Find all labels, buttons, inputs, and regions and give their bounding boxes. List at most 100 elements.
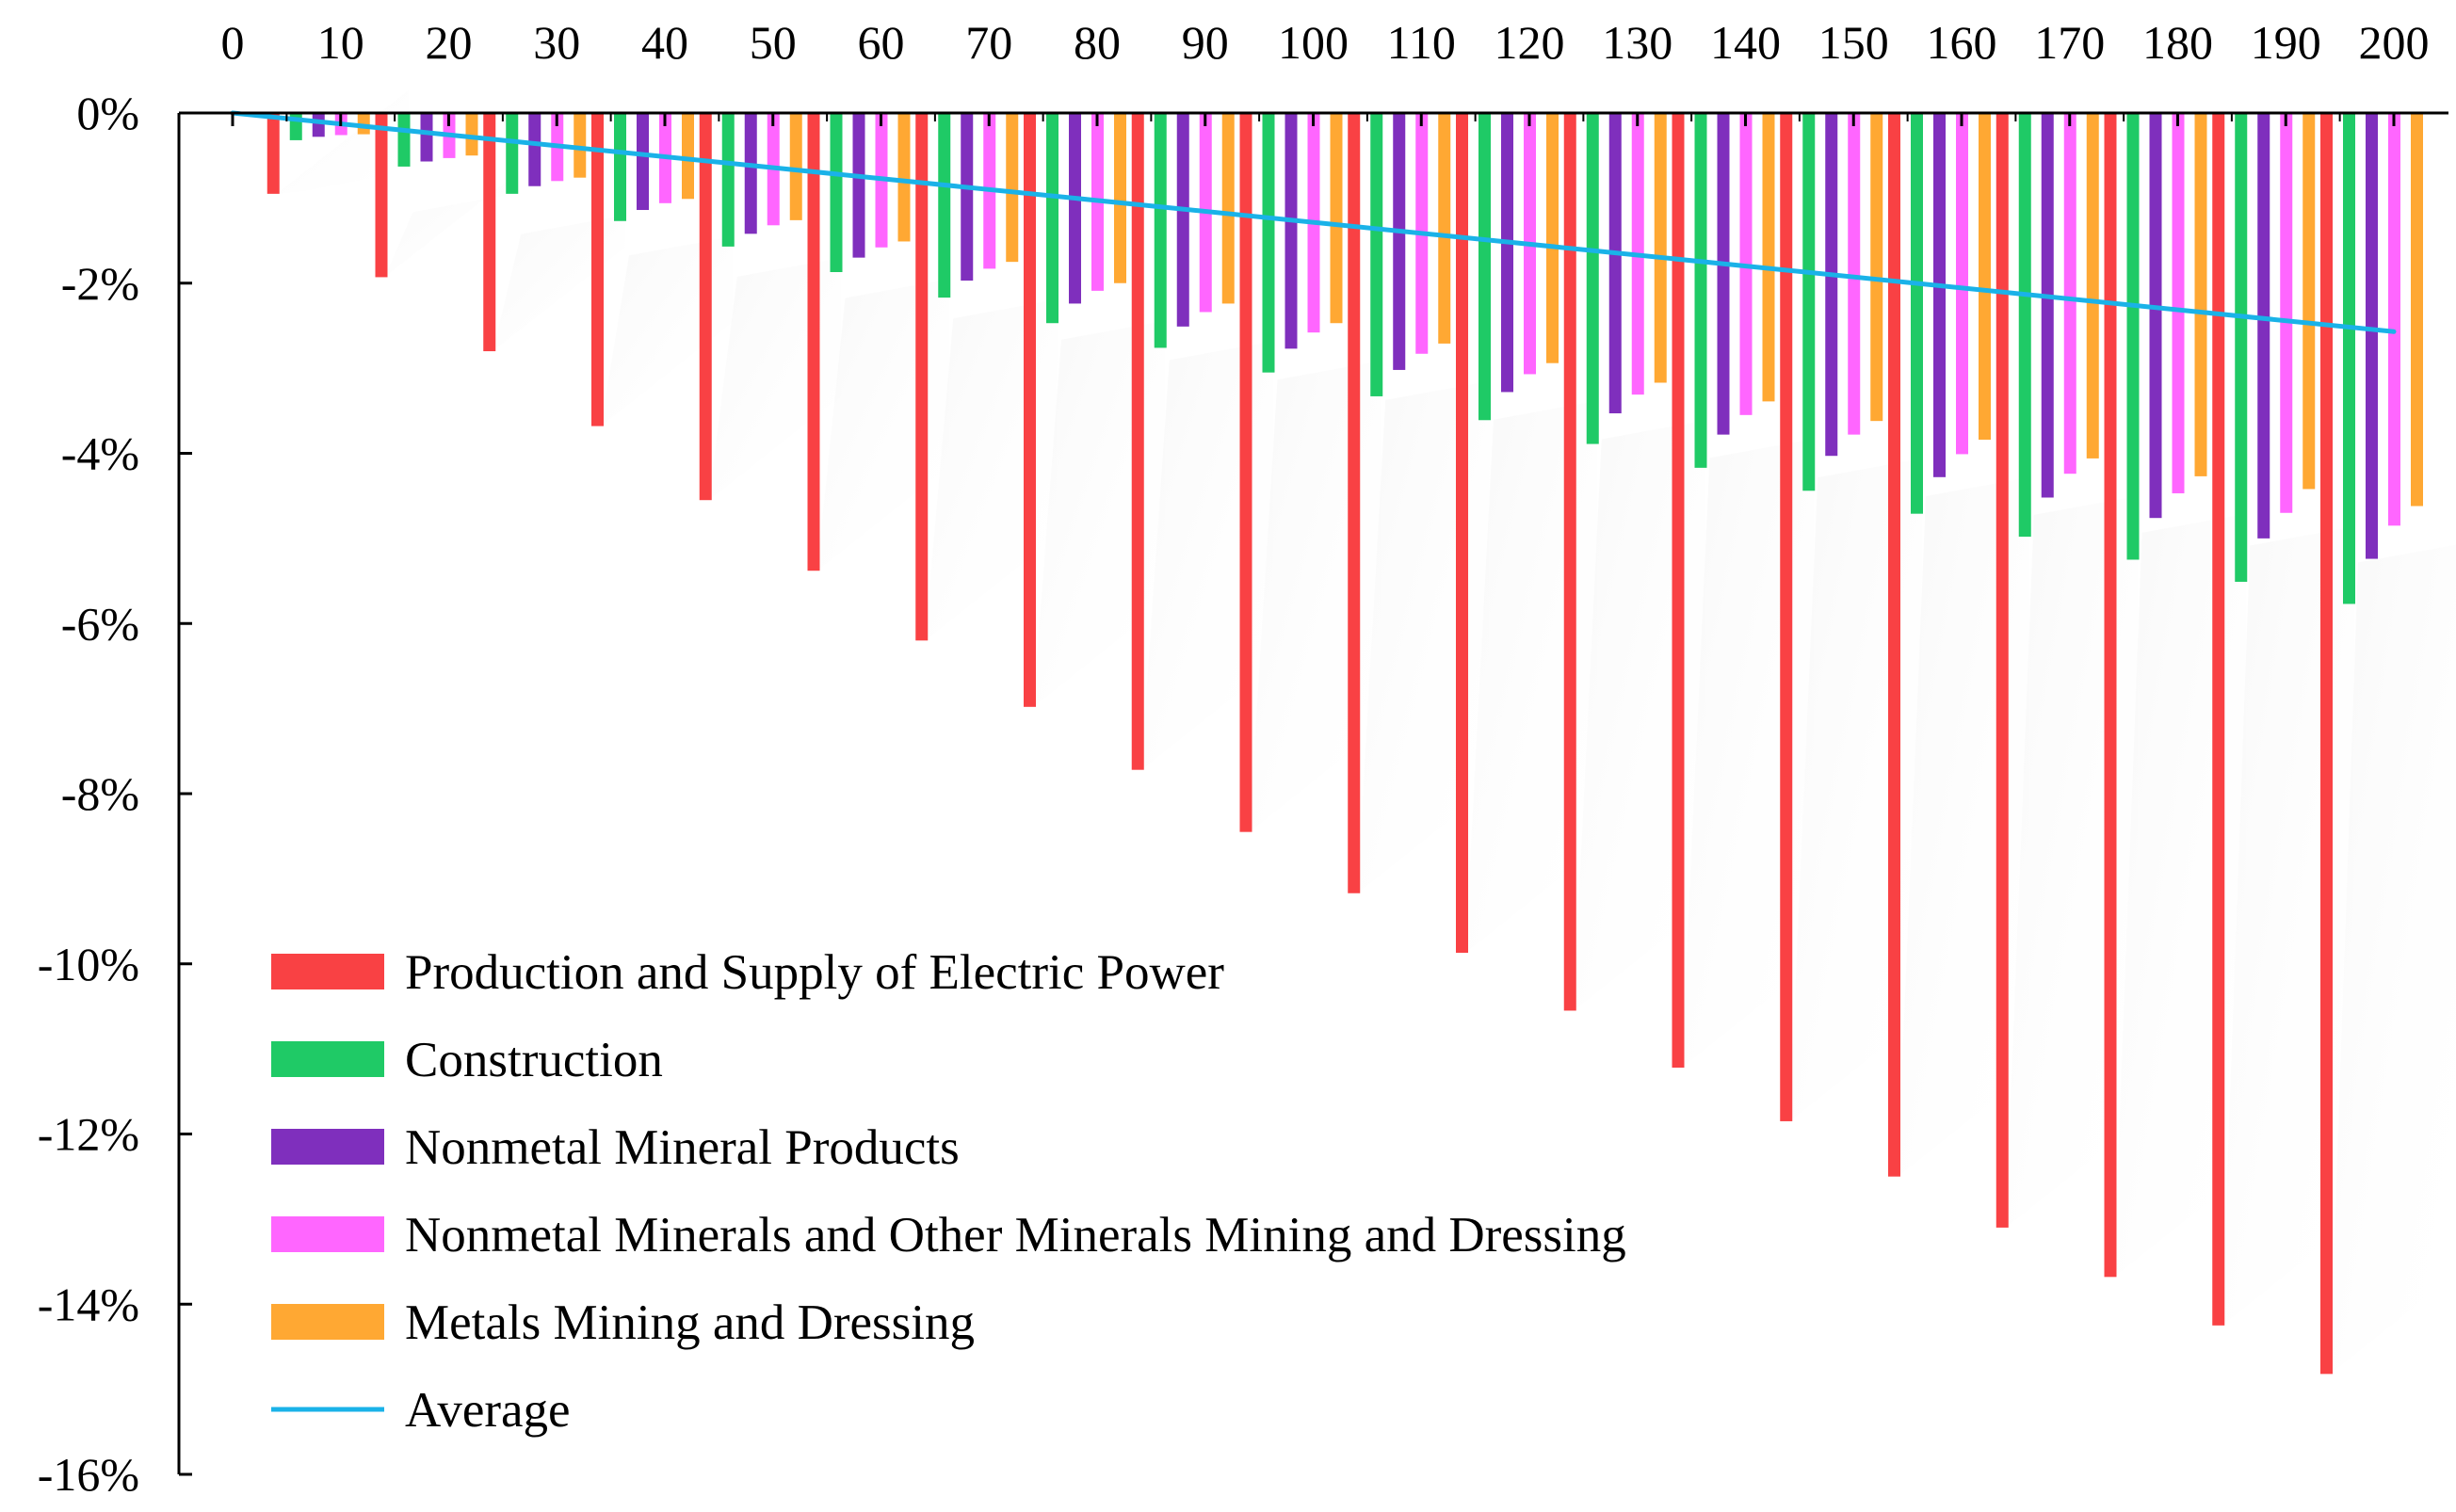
bar-3-150 — [1825, 113, 1838, 457]
x-tick-label-200: 200 — [2359, 16, 2430, 69]
bar-5-110 — [1438, 113, 1451, 344]
bar-2-100 — [1262, 113, 1275, 373]
x-tick-label-0: 0 — [221, 16, 245, 69]
bar-1-100 — [1239, 113, 1252, 832]
bar-2-40 — [614, 113, 626, 221]
x-tick-label-110: 110 — [1387, 16, 1456, 69]
bar-3-120 — [1501, 113, 1513, 393]
bar-5-140 — [1762, 113, 1775, 402]
bar-5-40 — [682, 113, 694, 200]
x-tick-label-90: 90 — [1182, 16, 1229, 69]
bar-3-130 — [1608, 113, 1622, 414]
bar-4-150 — [1848, 113, 1861, 435]
bar-1-70 — [915, 113, 929, 641]
bar-2-150 — [1802, 113, 1816, 491]
x-tick-label-150: 150 — [1818, 16, 1889, 69]
average-line — [230, 110, 2397, 334]
bar-3-160 — [1933, 113, 1946, 477]
bar-1-50 — [699, 113, 712, 501]
legend-swatch-4 — [271, 1216, 384, 1252]
legend-swatch-1 — [271, 954, 384, 989]
bar-5-30 — [574, 113, 587, 178]
bar-2-30 — [506, 113, 519, 194]
bar-4-180 — [2172, 113, 2185, 493]
bar-3-10 — [312, 113, 325, 137]
bar-2-170 — [2018, 113, 2031, 538]
bar-2-200 — [2343, 113, 2355, 604]
bar-1-160 — [1888, 113, 1900, 1177]
bar-2-50 — [721, 113, 735, 247]
legend-label-3: Nonmetal Mineral Products — [405, 1120, 960, 1175]
x-tick-label-80: 80 — [1074, 16, 1121, 69]
bar-3-180 — [2149, 113, 2162, 519]
bar-3-20 — [420, 113, 433, 162]
bar-2-130 — [1586, 113, 1599, 444]
bar-5-130 — [1654, 113, 1667, 383]
bar-3-70 — [961, 113, 974, 281]
bar-1-110 — [1348, 113, 1361, 893]
bar-5-150 — [1870, 113, 1883, 422]
bar-1-30 — [483, 113, 496, 352]
bar-3-170 — [2041, 113, 2054, 498]
bar-2-180 — [2126, 113, 2140, 560]
x-tick-label-40: 40 — [641, 16, 688, 69]
bar-5-170 — [2086, 113, 2099, 458]
legend-swatch-3 — [271, 1129, 384, 1165]
legend-label-1: Production and Supply of Electric Power — [405, 945, 1224, 1000]
bar-5-120 — [1546, 113, 1559, 363]
y-tick-label--16: -16% — [38, 1448, 139, 1501]
y-tick-label--8: -8% — [61, 767, 139, 820]
x-tick-label-130: 130 — [1602, 16, 1672, 69]
bar-5-50 — [789, 113, 802, 220]
average-line-layer — [230, 110, 2397, 334]
bar-2-110 — [1370, 113, 1383, 396]
legend-label-6: Average — [405, 1383, 571, 1438]
x-tick-label-20: 20 — [426, 16, 473, 69]
bar-5-80 — [1114, 113, 1126, 283]
x-tick-label-120: 120 — [1495, 16, 1565, 69]
bar-1-60 — [807, 113, 820, 571]
x-tick-label-180: 180 — [2142, 16, 2213, 69]
y-tick-label--10: -10% — [38, 938, 139, 990]
x-tick-label-170: 170 — [2034, 16, 2105, 69]
bar-5-70 — [1006, 113, 1019, 263]
bar-5-20 — [465, 113, 478, 156]
x-tick-label-160: 160 — [1927, 16, 1997, 69]
x-tick-label-50: 50 — [750, 16, 797, 69]
bar-4-160 — [1956, 113, 1968, 455]
bar-5-190 — [2302, 113, 2316, 490]
bar-3-110 — [1393, 113, 1406, 370]
bar-4-170 — [2063, 113, 2076, 475]
bar-shadow — [2330, 544, 2456, 1375]
bars-layer — [267, 113, 2423, 1375]
bar-5-200 — [2411, 113, 2423, 507]
legend: Production and Supply of Electric Power C… — [271, 945, 1626, 1438]
bar-1-140 — [1672, 113, 1685, 1069]
bar-2-140 — [1694, 113, 1707, 468]
bar-1-10 — [267, 113, 280, 194]
bar-1-200 — [2320, 113, 2333, 1375]
bar-3-100 — [1285, 113, 1298, 349]
x-tick-label-10: 10 — [317, 16, 364, 69]
bar-3-200 — [2366, 113, 2378, 559]
y-tick-label--14: -14% — [38, 1278, 139, 1330]
bar-2-80 — [1046, 113, 1058, 324]
bar-2-70 — [938, 113, 951, 298]
bar-3-40 — [637, 113, 649, 211]
bar-3-190 — [2257, 113, 2270, 539]
bar-2-190 — [2235, 113, 2248, 582]
bar-1-150 — [1780, 113, 1793, 1121]
bar-5-100 — [1330, 113, 1343, 324]
bar-2-160 — [1911, 113, 1923, 514]
bar-2-60 — [830, 113, 843, 273]
legend-label-4: Nonmetal Minerals and Other Minerals Min… — [405, 1208, 1626, 1263]
x-tick-label-70: 70 — [965, 16, 1012, 69]
bar-2-20 — [397, 113, 411, 167]
y-tick-label--6: -6% — [61, 597, 139, 650]
x-tick-label-100: 100 — [1278, 16, 1349, 69]
bar-2-120 — [1478, 113, 1491, 421]
y-tick-label--4: -4% — [61, 427, 139, 480]
x-tick-label-60: 60 — [858, 16, 905, 69]
bar-4-200 — [2388, 113, 2400, 526]
